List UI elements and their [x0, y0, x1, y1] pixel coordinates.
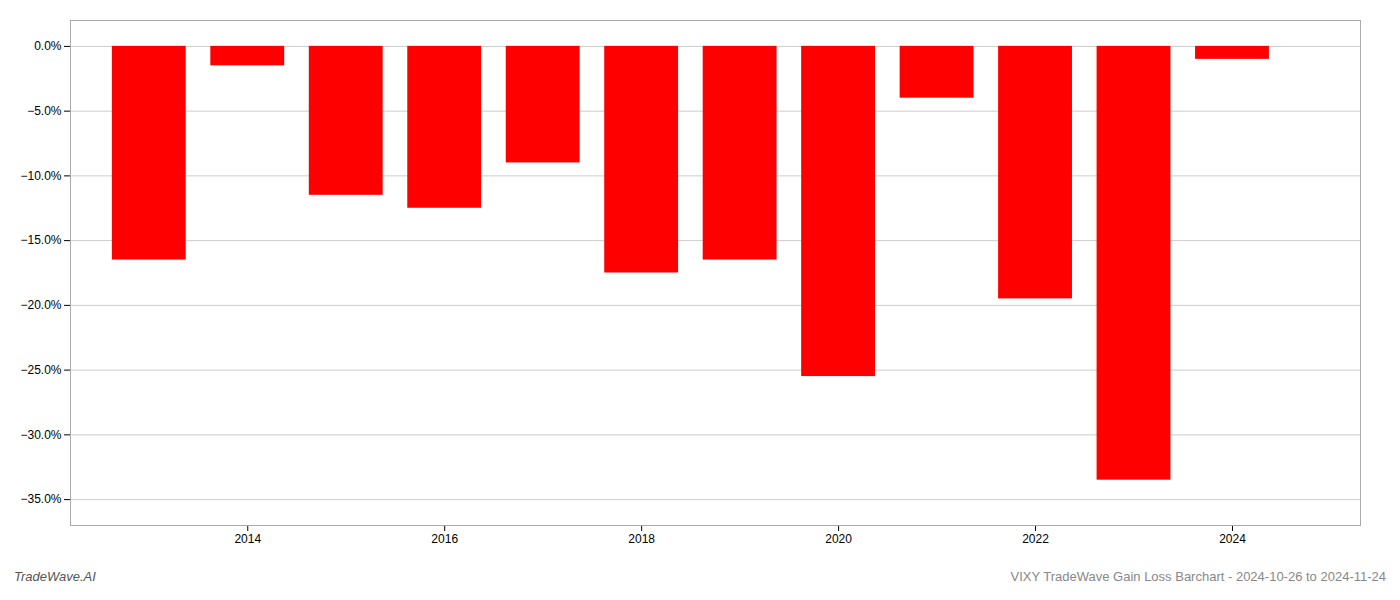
svg-text:−5.0%: −5.0%	[27, 104, 62, 118]
svg-text:2018: 2018	[628, 532, 655, 546]
svg-text:−30.0%: −30.0%	[20, 428, 61, 442]
svg-text:2022: 2022	[1022, 532, 1049, 546]
svg-text:−35.0%: −35.0%	[20, 492, 61, 506]
svg-text:2016: 2016	[431, 532, 458, 546]
svg-text:2014: 2014	[234, 532, 261, 546]
html-text:TradeWave.AI: TradeWave.AI	[14, 569, 96, 584]
svg-text:−10.0%: −10.0%	[20, 169, 61, 183]
svg-text:−20.0%: −20.0%	[20, 298, 61, 312]
svg-text:−25.0%: −25.0%	[20, 363, 61, 377]
svg-text:2024: 2024	[1219, 532, 1246, 546]
html-text:VIXY TradeWave Gain Loss Barch: VIXY TradeWave Gain Loss Barchart - 2024…	[1010, 569, 1386, 584]
svg-text:−15.0%: −15.0%	[20, 233, 61, 247]
svg-text:2020: 2020	[825, 532, 852, 546]
svg-text:0.0%: 0.0%	[34, 39, 62, 53]
